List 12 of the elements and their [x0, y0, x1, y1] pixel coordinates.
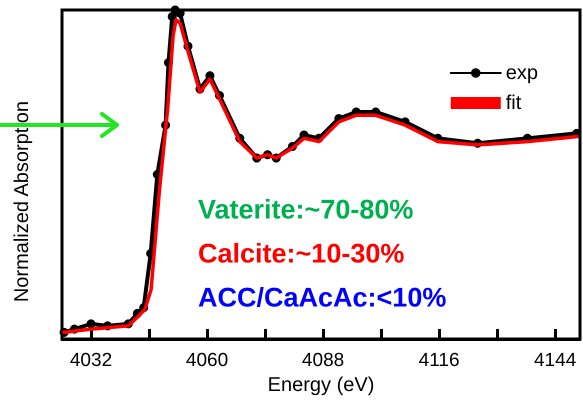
annotation: ACC/CaAcAc:<10% [198, 282, 446, 312]
annotation: Vaterite:~70-80% [198, 194, 414, 224]
annotation: Calcite:~10-30% [198, 238, 404, 268]
legend-label: fit [506, 92, 522, 114]
x-axis-title: Energy (eV) [268, 374, 374, 396]
x-tick-label: 4116 [418, 350, 460, 371]
x-tick-label: 4032 [70, 350, 112, 371]
x-tick-label: 4144 [534, 350, 577, 371]
x-tick-label: 4060 [186, 350, 228, 371]
legend-label: exp [506, 62, 538, 84]
x-tick-label: 4088 [302, 350, 344, 371]
y-axis-title: Normalized Absorption [11, 100, 33, 302]
